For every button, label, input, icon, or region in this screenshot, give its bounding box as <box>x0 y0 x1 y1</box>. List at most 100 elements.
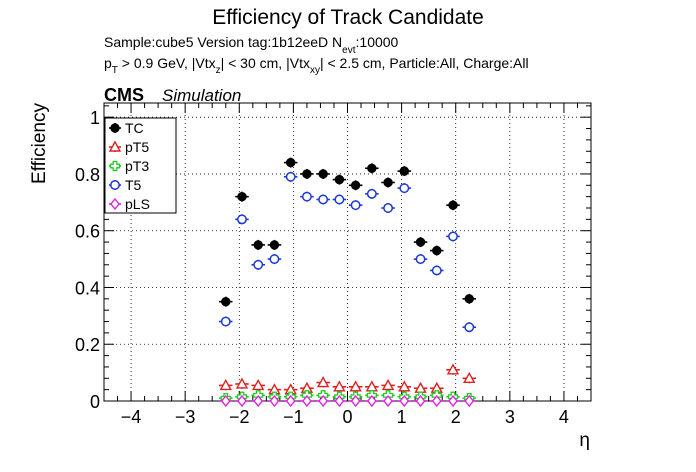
point-t5 <box>350 200 361 211</box>
point-pt5 <box>316 376 330 388</box>
grid <box>104 103 591 401</box>
chart-title: Efficiency of Track Candidate <box>212 6 484 29</box>
series-pls <box>218 394 477 408</box>
point-pt5 <box>219 378 232 391</box>
legend: TC pT5 pT3 T5 pLS <box>104 117 177 214</box>
point-tc <box>237 191 247 202</box>
point-pls <box>415 394 426 408</box>
cut-p: p <box>104 55 112 71</box>
point-t5 <box>448 231 458 242</box>
point-t5 <box>220 316 231 327</box>
x-axis-label: η <box>579 430 590 451</box>
point-pls <box>448 394 458 408</box>
point-t5 <box>301 191 312 202</box>
point-tc <box>318 169 328 179</box>
point-t5 <box>334 194 345 205</box>
x-tick-label: 3 <box>505 407 515 427</box>
x-tick-label: 0 <box>342 407 352 427</box>
point-pls <box>383 394 393 408</box>
legend-label-tc: TC <box>125 120 144 136</box>
legend-label-t5: T5 <box>125 177 142 193</box>
point-pt5 <box>463 371 476 383</box>
point-pls <box>318 394 329 408</box>
point-tc <box>464 294 474 304</box>
y-tick-label: 1 <box>90 108 100 128</box>
point-t5 <box>464 322 475 333</box>
sample-info-sub: evt <box>342 45 356 56</box>
point-tc <box>448 200 458 210</box>
point-tc <box>383 177 393 188</box>
x-tick-label: −2 <box>229 407 250 427</box>
y-tick-label: 0 <box>90 392 100 412</box>
point-tc <box>432 245 442 256</box>
x-tick-label: −1 <box>283 407 304 427</box>
point-pls <box>464 394 475 408</box>
cut-c: | < 2.5 cm, Particle:All, Charge:All <box>320 55 529 71</box>
axes: −4 −3 −2 −1 0 1 2 3 4 0 0.2 0.4 0.6 0.8 1 η Efficiency <box>29 102 592 451</box>
point-pls <box>220 394 231 408</box>
point-t5 <box>366 188 377 199</box>
point-pls <box>253 394 264 408</box>
point-pt5 <box>398 380 411 392</box>
point-tc <box>285 157 296 168</box>
x-tick-label: −3 <box>175 407 196 427</box>
x-tick-label: −4 <box>121 407 142 427</box>
point-tc <box>302 169 312 179</box>
legend-marker-pls <box>110 197 120 211</box>
point-pls <box>431 394 442 408</box>
legend-marker-pt3 <box>109 160 121 172</box>
y-tick-label: 0.2 <box>75 335 100 355</box>
point-pls <box>269 394 280 408</box>
legend-label-pls: pLS <box>125 196 150 212</box>
point-tc <box>415 237 426 247</box>
point-t5 <box>269 254 280 265</box>
cms-label: CMS <box>104 85 144 105</box>
sample-info-suffix: :10000 <box>356 34 399 50</box>
point-t5 <box>383 203 394 213</box>
cut-a-sub: z <box>216 65 221 76</box>
series-tc <box>218 157 477 307</box>
point-pls <box>366 394 377 408</box>
point-t5 <box>415 254 426 265</box>
sample-info: Sample:cube5 Version tag:1b12eeD Nevt:10… <box>104 34 399 56</box>
legend-marker-t5 <box>110 180 120 190</box>
x-tick-label: 1 <box>397 407 407 427</box>
point-t5 <box>431 265 442 276</box>
point-t5 <box>399 183 410 194</box>
point-pt5 <box>381 378 395 391</box>
legend-marker-tc <box>110 123 120 133</box>
point-pt5 <box>446 363 460 375</box>
point-tc <box>334 174 345 185</box>
point-pt5 <box>235 377 249 389</box>
point-t5 <box>237 214 247 225</box>
point-tc <box>350 180 361 191</box>
point-t5 <box>318 194 329 205</box>
point-pls <box>285 394 296 408</box>
series-t5 <box>218 171 477 333</box>
point-tc <box>221 296 231 307</box>
y-tick-label: 0.8 <box>75 165 100 185</box>
cut-p-sub: T <box>112 65 118 76</box>
point-pls <box>399 394 410 408</box>
series <box>218 157 477 408</box>
legend-label-pt3: pT3 <box>125 158 149 174</box>
y-tick-label: 0.6 <box>75 222 100 242</box>
point-tc <box>399 166 410 176</box>
legend-label-pt5: pT5 <box>125 139 149 155</box>
point-pls <box>334 394 345 408</box>
point-pt5 <box>349 380 362 392</box>
point-pt5 <box>252 378 265 391</box>
cut-b-sub: xy <box>310 65 320 76</box>
sample-info-prefix: Sample:cube5 Version tag:1b12eeD N <box>104 34 342 50</box>
point-pls <box>302 394 312 408</box>
y-axis-label: Efficiency <box>29 103 50 184</box>
point-t5 <box>285 171 296 182</box>
cut-a: > 0.9 GeV, |Vtx <box>118 55 216 71</box>
x-tick-label: 2 <box>451 407 461 427</box>
point-t5 <box>253 259 264 270</box>
point-tc <box>253 240 263 250</box>
cut-info: pT > 0.9 GeV, |Vtxz| < 30 cm, |Vtxxy| < … <box>104 55 529 76</box>
legend-marker-pt5 <box>108 140 122 152</box>
simulation-label: Simulation <box>162 86 241 105</box>
